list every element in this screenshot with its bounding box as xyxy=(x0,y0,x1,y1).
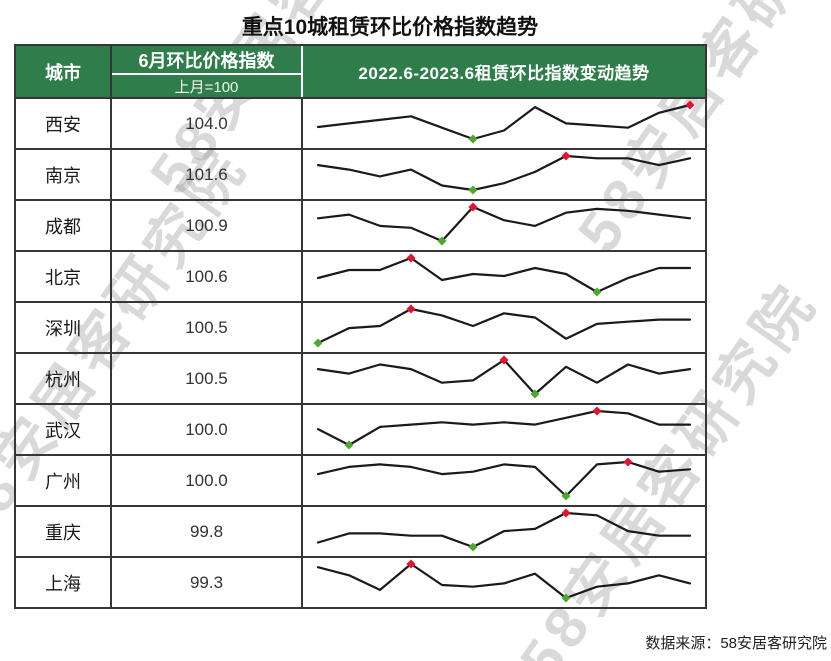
table-row: 广州 100.0 xyxy=(16,454,705,505)
index-value: 99.3 xyxy=(112,558,303,607)
city-name: 西安 xyxy=(16,99,112,148)
min-marker-icon xyxy=(468,542,478,552)
trend-sparkline xyxy=(303,456,705,505)
max-marker-icon xyxy=(406,559,416,569)
header-trend: 2022.6-2023.6租赁环比指数变动趋势 xyxy=(358,64,650,83)
table-row: 成都 100.9 xyxy=(16,199,705,250)
max-marker-icon xyxy=(685,100,695,110)
min-marker-icon xyxy=(530,389,540,399)
min-marker-icon xyxy=(468,185,478,195)
index-value: 100.0 xyxy=(112,405,303,454)
index-value: 99.8 xyxy=(112,507,303,556)
table-row: 重庆 99.8 xyxy=(16,505,705,556)
min-marker-icon xyxy=(468,134,478,144)
max-marker-icon xyxy=(561,508,571,518)
header-index: 6月环比价格指数 上月=100 xyxy=(112,46,303,97)
table-header-row: 城市 6月环比价格指数 上月=100 2022.6-2023.6租赁环比指数变动… xyxy=(16,46,705,97)
trend-sparkline xyxy=(303,201,705,250)
index-table: 城市 6月环比价格指数 上月=100 2022.6-2023.6租赁环比指数变动… xyxy=(14,44,707,609)
trend-sparkline xyxy=(303,252,705,301)
index-value: 100.5 xyxy=(112,354,303,403)
trend-sparkline xyxy=(303,354,705,403)
header-index-subtitle: 上月=100 xyxy=(174,78,239,96)
sparkline-chart xyxy=(316,355,692,399)
min-marker-icon xyxy=(313,338,323,348)
sparkline-chart xyxy=(316,406,692,450)
data-source-note: 数据来源：58安居客研究院 xyxy=(645,635,827,652)
max-marker-icon xyxy=(561,151,571,161)
page-title: 重点10城租赁环比价格指数趋势 xyxy=(241,16,539,39)
sparkline-chart xyxy=(316,457,692,501)
trend-sparkline xyxy=(303,150,705,199)
index-value: 100.5 xyxy=(112,303,303,352)
trend-sparkline xyxy=(303,303,705,352)
sparkline-chart xyxy=(316,151,692,195)
table-row: 上海 99.3 xyxy=(16,556,705,607)
sparkline-chart xyxy=(316,100,695,144)
min-marker-icon xyxy=(592,287,602,297)
table-row: 北京 100.6 xyxy=(16,250,705,301)
header-index-title: 6月环比价格指数 xyxy=(112,46,301,76)
sparkline-chart xyxy=(316,202,692,246)
min-marker-icon xyxy=(561,593,571,603)
max-marker-icon xyxy=(406,253,416,263)
table-row: 深圳 100.5 xyxy=(16,301,705,352)
city-name: 上海 xyxy=(16,558,112,607)
table-row: 南京 101.6 xyxy=(16,148,705,199)
sparkline-chart xyxy=(316,253,692,297)
trend-sparkline xyxy=(303,405,705,454)
index-value: 101.6 xyxy=(112,150,303,199)
table-row: 武汉 100.0 xyxy=(16,403,705,454)
header-city: 城市 xyxy=(16,46,112,97)
city-name: 南京 xyxy=(16,150,112,199)
min-marker-icon xyxy=(344,440,354,450)
city-name: 杭州 xyxy=(16,354,112,403)
city-name: 北京 xyxy=(16,252,112,301)
city-name: 重庆 xyxy=(16,507,112,556)
table-body: 西安 104.0 南京 101.6 成都 100.9 北京 100.6 深圳 1… xyxy=(16,97,705,607)
min-marker-icon xyxy=(561,491,571,501)
city-name: 武汉 xyxy=(16,405,112,454)
max-marker-icon xyxy=(406,304,416,314)
trend-sparkline xyxy=(303,507,705,556)
sparkline-chart xyxy=(316,559,692,603)
sparkline-chart xyxy=(313,304,692,348)
max-marker-icon xyxy=(499,355,509,365)
trend-sparkline xyxy=(303,99,705,148)
index-value: 100.6 xyxy=(112,252,303,301)
index-value: 104.0 xyxy=(112,99,303,148)
max-marker-icon xyxy=(468,202,478,212)
table-row: 杭州 100.5 xyxy=(16,352,705,403)
min-marker-icon xyxy=(437,236,447,246)
max-marker-icon xyxy=(623,457,633,467)
index-value: 100.0 xyxy=(112,456,303,505)
sparkline-chart xyxy=(316,508,692,552)
trend-sparkline xyxy=(303,558,705,607)
city-name: 成都 xyxy=(16,201,112,250)
index-value: 100.9 xyxy=(112,201,303,250)
table-row: 西安 104.0 xyxy=(16,97,705,148)
city-name: 深圳 xyxy=(16,303,112,352)
city-name: 广州 xyxy=(16,456,112,505)
max-marker-icon xyxy=(592,406,602,416)
